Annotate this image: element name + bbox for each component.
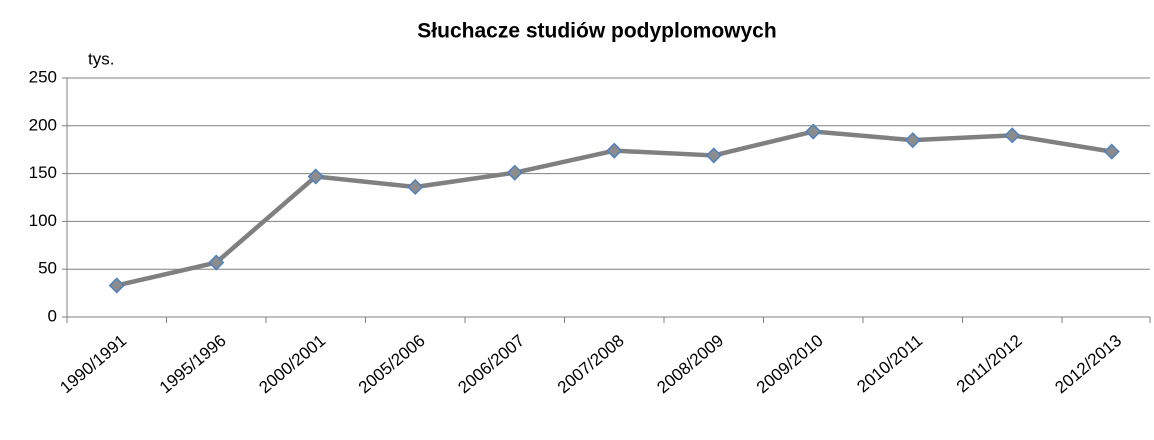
marker	[108, 277, 125, 294]
marker	[1004, 127, 1021, 144]
x-tick-label: 2009/2010	[753, 331, 827, 397]
marker	[307, 168, 324, 185]
x-tick-label: 2008/2009	[653, 331, 727, 397]
y-axis-label: tys.	[88, 49, 114, 68]
y-tick-label: 150	[29, 163, 57, 182]
x-tick-label: 2000/2001	[255, 331, 329, 397]
x-tick-label: 2011/2012	[953, 331, 1026, 396]
y-tick-label: 100	[29, 211, 57, 230]
marker	[805, 123, 822, 140]
x-tick-label: 2010/2011	[853, 331, 926, 396]
x-tick-label: 2007/2008	[554, 331, 628, 397]
marker	[506, 164, 523, 181]
x-tick-label: 2012/2013	[1051, 331, 1125, 397]
x-tick-label: 2006/2007	[454, 331, 528, 397]
marker	[705, 147, 722, 164]
chart-title: Słuchacze studiów podyplomowych	[417, 20, 776, 43]
x-tick-label: 1990/1991	[56, 331, 130, 397]
marker	[1103, 143, 1120, 160]
marker	[606, 142, 623, 159]
y-tick-label: 50	[38, 259, 57, 278]
y-tick-label: 0	[48, 306, 57, 325]
marker	[208, 254, 225, 271]
marker	[904, 132, 921, 149]
y-tick-label: 250	[29, 67, 57, 86]
x-tick-label: 2005/2006	[355, 331, 429, 397]
marker	[407, 178, 424, 196]
x-tick-label: 1995/1996	[156, 331, 230, 397]
y-tick-label: 200	[29, 115, 57, 134]
